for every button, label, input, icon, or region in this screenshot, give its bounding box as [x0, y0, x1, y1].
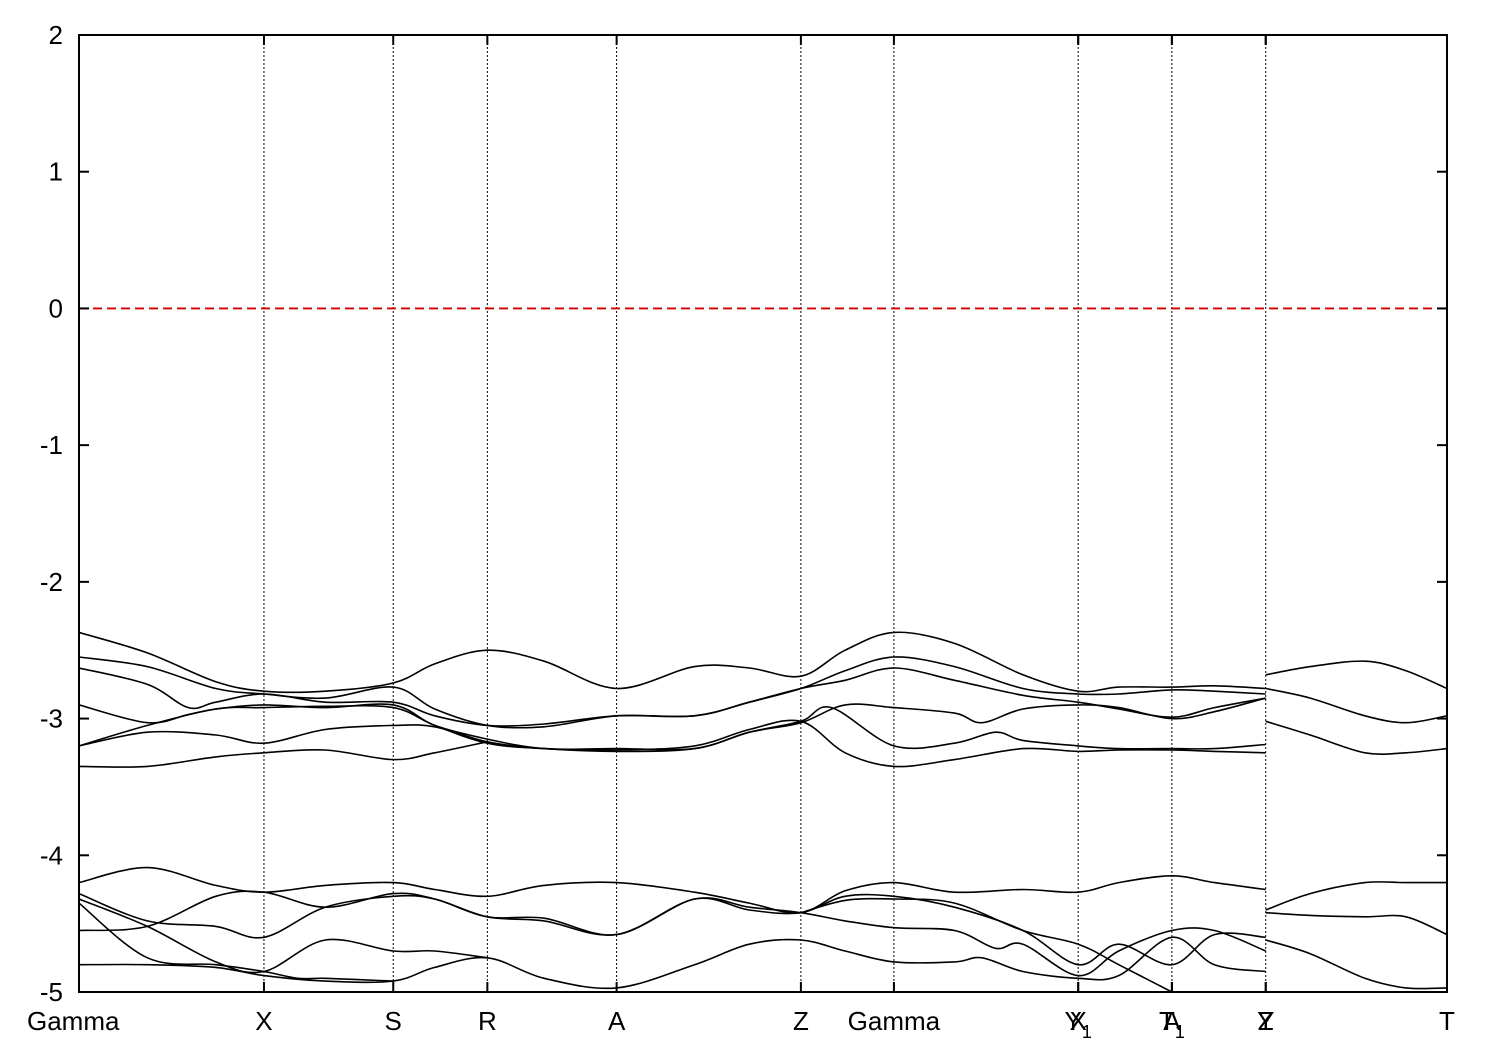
band-line	[1265, 720, 1447, 756]
band-line	[79, 704, 1266, 753]
x-tick-label: Z	[1258, 1006, 1274, 1036]
band-line	[1265, 881, 1447, 911]
x-tick-label: S	[385, 1006, 402, 1036]
x-tick-label: Gamma	[848, 1006, 941, 1036]
kpoint-gridlines	[263, 35, 1267, 992]
x-tick-label: Z	[793, 1006, 809, 1036]
band-line	[79, 719, 1266, 768]
x-tick-label: X	[1070, 1006, 1087, 1036]
band-line	[79, 902, 394, 982]
x-tick-label: T1	[1159, 1006, 1185, 1042]
band-line	[79, 667, 1266, 727]
x-tick-label: Y	[1257, 1006, 1274, 1036]
y-tick-label: -5	[40, 977, 63, 1007]
x-tick-label: R	[478, 1006, 497, 1036]
band-line	[1265, 911, 1447, 936]
band-line	[1265, 660, 1447, 690]
x-tick-label: X	[255, 1006, 272, 1036]
y-tick-label: -1	[40, 430, 63, 460]
band-line	[79, 631, 1266, 694]
band-line	[79, 741, 488, 768]
y-tick-label: 1	[49, 157, 63, 187]
x-tick-label: A	[608, 1006, 626, 1036]
y-tick-label: 2	[49, 20, 63, 50]
band-line	[79, 697, 1266, 751]
band-line	[79, 890, 1266, 977]
y-axis: 2 1 0 -1 -2 -3 -4 -5	[40, 20, 1447, 1007]
band-line	[79, 936, 1266, 990]
band-line	[79, 866, 1266, 914]
y-tick-label: -3	[40, 704, 63, 734]
y-tick-label: -4	[40, 840, 63, 870]
x-tick-label: A	[1163, 1006, 1181, 1036]
band-line	[1265, 687, 1447, 724]
y-tick-label: 0	[49, 293, 63, 323]
band-line	[79, 892, 1266, 966]
plot-frame	[78, 34, 1448, 993]
x-tick-label: Y1	[1065, 1006, 1092, 1042]
band-line	[800, 897, 1173, 992]
band-line	[1265, 939, 1447, 990]
x-tick-label: T	[1439, 1006, 1455, 1036]
x-tick-label: Gamma	[27, 1006, 120, 1036]
band-line	[79, 898, 488, 974]
band-lines	[79, 631, 1447, 992]
x-axis: Gamma X S R A Z Gamma XY1 AT1 YZ T	[27, 35, 1455, 1042]
y-tick-label: -2	[40, 567, 63, 597]
